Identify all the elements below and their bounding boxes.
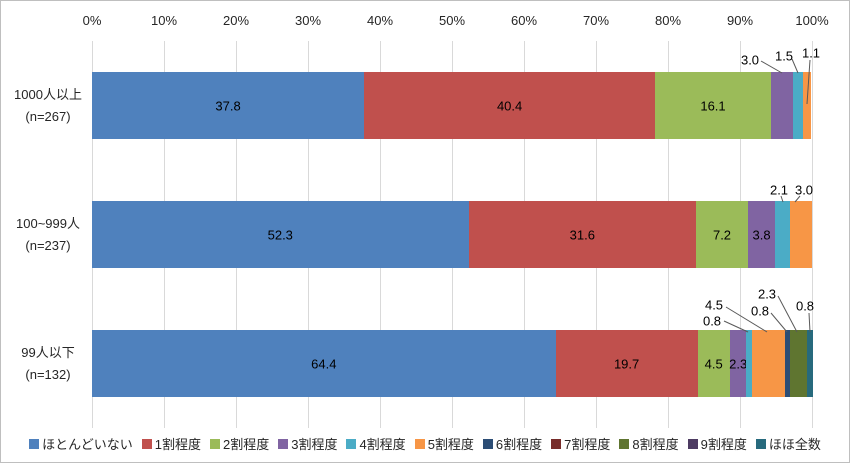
legend-swatch	[551, 438, 562, 449]
legend-label: 5割程度	[427, 437, 474, 452]
callout-label: 2.3	[757, 286, 777, 302]
legend-item: 8割程度	[619, 434, 679, 453]
legend-swatch	[482, 438, 493, 449]
category-name: 1000人以上	[14, 86, 82, 102]
bar-segment	[790, 201, 812, 268]
legend-item: 9割程度	[687, 434, 747, 453]
gridline	[812, 41, 813, 428]
legend-label: 3割程度	[291, 437, 338, 452]
legend-label: 1割程度	[154, 437, 201, 452]
legend-item: 2割程度	[209, 434, 270, 453]
legend-label: 4割程度	[359, 437, 406, 452]
bar-segment-label: 16.1	[700, 98, 726, 113]
category-n-count: (n=237)	[25, 237, 71, 253]
x-axis-tick-label: 20%	[222, 13, 250, 28]
x-axis-tick-label: 30%	[294, 13, 322, 28]
legend-swatch	[687, 438, 698, 449]
x-axis-tick-label: 50%	[438, 13, 466, 28]
x-axis-tick-label: 80%	[654, 13, 682, 28]
callout-label: 3.0	[794, 182, 814, 198]
legend-label: ほほ全数	[768, 437, 821, 452]
bar-segment	[775, 201, 791, 268]
bar-segment	[92, 72, 365, 139]
legend-swatch	[755, 438, 766, 449]
legend-item: 7割程度	[551, 434, 610, 453]
legend-label: 2割程度	[222, 437, 270, 452]
bar-segment	[92, 201, 469, 268]
legend: ほとんどいない 1割程度 2割程度 3割程度 4割程度 5割程度 6割程度 7割程度 8割程度 9…	[1, 434, 849, 453]
legend-label: ほとんどいない	[42, 437, 133, 452]
legend-label: 7割程度	[564, 437, 611, 452]
x-axis-tick-label: 70%	[582, 13, 610, 28]
category-n-count: (n=267)	[25, 108, 71, 124]
x-axis-tick-label: 10%	[150, 13, 178, 28]
callout-label: 2.1	[769, 182, 789, 198]
bar-segment	[770, 72, 793, 139]
bar-segment-label: 3.8	[752, 227, 771, 242]
bar-segment	[747, 201, 776, 268]
bar-segment	[364, 72, 656, 139]
legend-label: 6割程度	[495, 437, 543, 452]
category-n-count: (n=132)	[25, 366, 71, 382]
bar-segment	[806, 330, 813, 397]
category-name: 100~999人	[16, 215, 80, 231]
legend-item: ほほ全数	[755, 434, 821, 453]
legend-label: 9割程度	[700, 437, 747, 452]
callout-label: 1.1	[801, 45, 821, 61]
bar-segment-label: 40.4	[496, 98, 523, 113]
bar-segment	[696, 201, 748, 268]
bar-segment-label: 37.8	[215, 98, 241, 113]
legend-item: 4割程度	[346, 434, 406, 453]
category-label: 1000人以上 (n=267)	[1, 84, 95, 128]
legend-item: ほとんどいない	[29, 434, 133, 453]
bar-segment-label: 52.3	[267, 227, 293, 242]
legend-swatch	[346, 438, 357, 449]
bar-segment-label: 64.4	[311, 356, 337, 371]
legend-label: 8割程度	[632, 437, 679, 452]
legend-item: 6割程度	[482, 434, 543, 453]
legend-swatch	[278, 438, 289, 449]
bar-segment	[784, 330, 791, 397]
callout-label: 0.8	[702, 313, 722, 329]
x-axis-tick-label: 40%	[366, 13, 394, 28]
bar-segment	[655, 72, 771, 139]
x-axis-tick-label: 90%	[726, 13, 754, 28]
legend-item: 3割程度	[278, 434, 337, 453]
bar-segment	[555, 330, 698, 397]
legend-swatch	[209, 438, 220, 449]
callout-label: 0.8	[795, 298, 815, 314]
bar-segment	[92, 330, 556, 397]
bar-segment	[729, 330, 747, 397]
category-label: 99人以下 (n=132)	[1, 342, 95, 386]
callout-label: 0.8	[750, 303, 770, 319]
legend-item: 5割程度	[414, 434, 474, 453]
bar-segment	[468, 201, 697, 268]
bar-segment-label: 7.2	[712, 227, 732, 242]
bar-segment	[697, 330, 730, 397]
legend-swatch	[414, 438, 425, 449]
callout-leader-line	[777, 295, 798, 333]
legend-swatch	[29, 438, 40, 449]
x-axis-tick-label: 60%	[510, 13, 538, 28]
bar-segment	[792, 72, 804, 139]
bar-segment	[746, 330, 753, 397]
bar-segment	[803, 72, 812, 139]
x-axis-tick-label: 0%	[82, 13, 102, 28]
x-axis-tick-label: 100%	[795, 13, 829, 28]
bar-segment-label: 31.6	[569, 227, 595, 242]
category-name: 99人以下	[21, 344, 75, 360]
bar-segment	[790, 330, 807, 397]
legend-item: 1割程度	[141, 434, 201, 453]
callout-label: 1.5	[774, 48, 794, 64]
callout-label: 4.5	[704, 297, 724, 313]
legend-swatch	[619, 438, 630, 449]
bar-segment	[752, 330, 785, 397]
legend-swatch	[141, 438, 152, 449]
category-label: 100~999人 (n=237)	[1, 213, 95, 257]
bar-segment-label: 4.5	[704, 356, 723, 371]
bar-segment-label: 2.3	[729, 356, 748, 371]
bar-segment-label: 19.7	[613, 356, 640, 371]
callout-label: 3.0	[740, 52, 760, 68]
